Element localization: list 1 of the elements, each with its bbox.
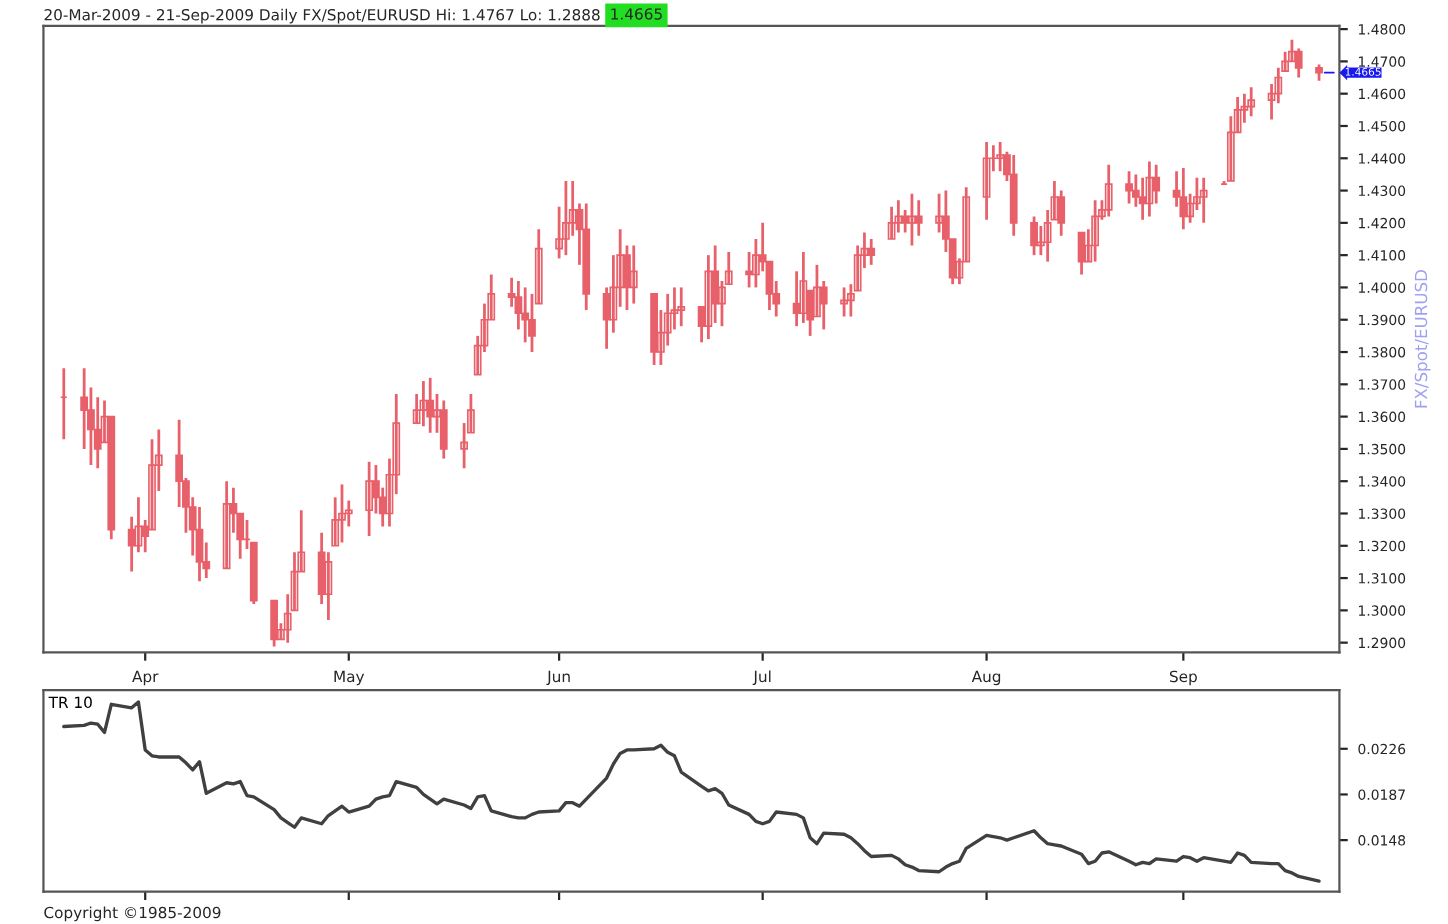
- y-axis-title: FX/Spot/EURUSD: [1414, 270, 1431, 408]
